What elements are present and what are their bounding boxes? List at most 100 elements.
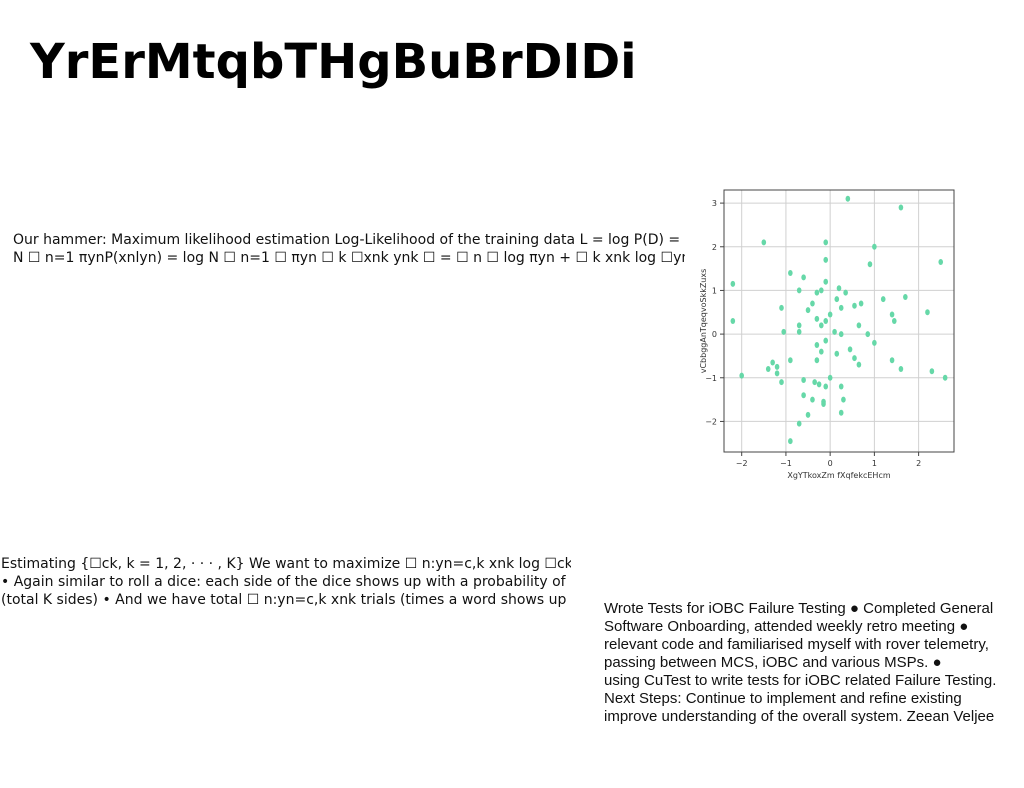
scatter-point bbox=[823, 278, 829, 285]
scatter-point bbox=[880, 296, 886, 303]
scatter-point bbox=[814, 315, 820, 322]
x-tick-label: 2 bbox=[916, 459, 921, 468]
y-axis-label: vCbbggAnTqeqvoSkkZuxs bbox=[699, 269, 708, 374]
scatter-point bbox=[838, 383, 844, 390]
scatter-point bbox=[834, 296, 840, 303]
text-line: N ☐ n=1 πynP(xnlyn) = log N ☐ n=1 ☐ πyn … bbox=[13, 250, 685, 266]
scatter-point bbox=[856, 322, 862, 329]
scatter-point bbox=[788, 357, 793, 364]
scatter-point bbox=[821, 400, 826, 407]
scatter-point bbox=[889, 357, 895, 364]
scatter-point bbox=[739, 372, 744, 379]
text-line: Next Steps: Continue to implement and re… bbox=[604, 690, 962, 707]
y-tick-label: 1 bbox=[712, 286, 717, 295]
scatter-point bbox=[856, 361, 862, 368]
scatter-point bbox=[801, 274, 806, 281]
text-line: Software Onboarding, attended weekly ret… bbox=[604, 618, 969, 635]
slide-title: YrErMtqbTHgBuBrDIDi bbox=[30, 34, 637, 90]
y-tick-label: 3 bbox=[712, 199, 717, 208]
scatter-point bbox=[810, 396, 815, 403]
x-tick-label: −1 bbox=[780, 459, 792, 468]
scatter-point bbox=[827, 374, 833, 381]
scatter-point bbox=[858, 300, 864, 307]
x-axis-label: XgYTkoxZm fXqfekcEHcm bbox=[787, 471, 890, 480]
progress-notes-paragraph: Wrote Tests for iOBC Failure Testing ● C… bbox=[604, 600, 1024, 726]
scatter-point bbox=[819, 287, 824, 294]
scatter-point bbox=[805, 411, 811, 418]
scatter-point bbox=[938, 259, 944, 266]
scatter-point bbox=[801, 376, 806, 383]
y-tick-label: −1 bbox=[705, 374, 717, 383]
scatter-point bbox=[805, 307, 811, 314]
scatter-point bbox=[812, 379, 817, 386]
scatter-point bbox=[845, 195, 851, 202]
scatter-point bbox=[788, 438, 793, 445]
scatter-point bbox=[852, 302, 857, 309]
scatter-point bbox=[898, 366, 904, 373]
scatter-point bbox=[847, 346, 853, 353]
scatter-point bbox=[788, 269, 793, 276]
y-tick-label: 0 bbox=[712, 330, 717, 339]
axis-ticks: −2 −1 0 1 2 −2 −1 0 1 2 3 bbox=[705, 199, 921, 468]
scatter-point bbox=[816, 381, 822, 388]
scatter-point bbox=[872, 339, 877, 346]
text-line: relevant code and familiarised myself wi… bbox=[604, 636, 989, 653]
text-line: passing between MCS, iOBC and various MS… bbox=[604, 654, 942, 671]
text-line: improve understanding of the overall sys… bbox=[604, 708, 995, 725]
scatter-point bbox=[838, 304, 844, 311]
scatter-point bbox=[819, 348, 824, 355]
scatter-point bbox=[836, 285, 842, 292]
x-tick-label: 0 bbox=[828, 459, 833, 468]
likelihood-paragraph: Our hammer: Maximum likelihood estimatio… bbox=[13, 231, 685, 267]
text-line: Estimating {☐ck, k = 1, 2, · · · , K} We… bbox=[1, 556, 571, 572]
scatter-point bbox=[841, 396, 846, 403]
scatter-point bbox=[827, 311, 833, 318]
scatter-point bbox=[761, 239, 767, 246]
x-tick-label: −2 bbox=[736, 459, 748, 468]
scatter-point bbox=[834, 350, 840, 357]
y-tick-label: 2 bbox=[712, 243, 717, 252]
plot-frame bbox=[723, 189, 955, 453]
scatter-point bbox=[843, 289, 848, 296]
scatter-point bbox=[903, 293, 908, 300]
scatter-point bbox=[765, 366, 771, 373]
scatter-point bbox=[819, 322, 824, 329]
text-line: using CuTest to write tests for iOBC rel… bbox=[604, 672, 997, 689]
scatter-point bbox=[796, 287, 802, 294]
scatter-point bbox=[838, 409, 844, 416]
scatter-point bbox=[872, 243, 877, 250]
scatter-point bbox=[898, 204, 904, 211]
scatter-point bbox=[730, 318, 736, 324]
text-line: • Again similar to roll a dice: each sid… bbox=[1, 574, 566, 590]
estimating-paragraph: Estimating {☐ck, k = 1, 2, · · · , K} We… bbox=[1, 555, 571, 609]
scatter-point bbox=[774, 370, 780, 377]
scatter-point bbox=[925, 309, 930, 316]
scatter-point bbox=[929, 368, 935, 375]
scatter-point bbox=[774, 363, 780, 370]
scatter-point bbox=[730, 280, 736, 287]
text-line: Wrote Tests for iOBC Failure Testing ● C… bbox=[604, 600, 994, 617]
scatter-point bbox=[823, 318, 829, 324]
scatter-point bbox=[796, 328, 802, 335]
scatter-point bbox=[796, 420, 802, 427]
scatter-point bbox=[823, 383, 829, 390]
scatter-point bbox=[779, 379, 784, 386]
scatter-point bbox=[810, 300, 815, 307]
scatter-point bbox=[889, 311, 895, 318]
scatter-point bbox=[942, 374, 948, 381]
scatter-point bbox=[814, 357, 820, 364]
scatter-points bbox=[730, 195, 948, 445]
scatter-point bbox=[865, 331, 871, 338]
scatter-plot: −2 −1 0 1 2 −2 −1 0 1 2 3 XgYTkoxZm fXqfekcEHcm vC… bbox=[699, 189, 955, 480]
scatter-point bbox=[779, 304, 784, 311]
scatter-point bbox=[891, 318, 897, 324]
scatter-point bbox=[814, 342, 820, 349]
text-line: (total K sides) • And we have total ☐ n:… bbox=[1, 592, 571, 608]
x-tick-label: 1 bbox=[872, 459, 877, 468]
scatter-point bbox=[852, 355, 857, 362]
text-line: Our hammer: Maximum likelihood estimatio… bbox=[13, 232, 681, 248]
scatter-point bbox=[781, 328, 787, 335]
scatter-point bbox=[832, 328, 837, 335]
scatter-point bbox=[801, 392, 806, 399]
scatter-point bbox=[796, 322, 802, 329]
